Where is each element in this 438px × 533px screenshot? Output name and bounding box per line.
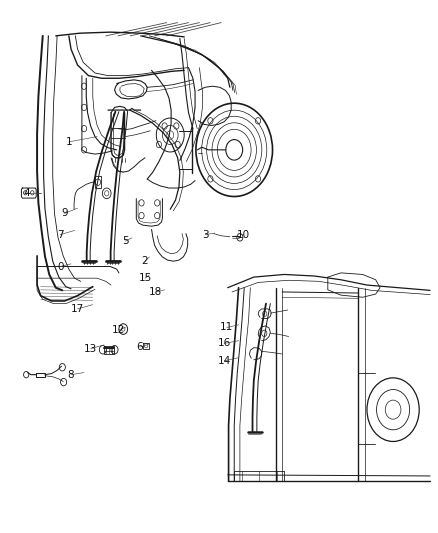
Text: 17: 17 [71,304,84,314]
Text: 5: 5 [122,236,129,246]
Text: 16: 16 [218,338,231,349]
Text: 1: 1 [66,137,72,147]
Text: 7: 7 [57,230,64,240]
Text: 3: 3 [202,230,208,240]
Text: 8: 8 [68,370,74,379]
Text: 10: 10 [237,230,250,240]
Text: 12: 12 [111,325,125,335]
Text: 9: 9 [61,208,68,219]
Text: 11: 11 [220,322,233,333]
Text: 13: 13 [84,344,97,354]
Text: 0: 0 [57,262,64,271]
Text: 4: 4 [23,188,30,198]
Text: 15: 15 [138,273,152,283]
Text: 6: 6 [137,342,143,352]
Text: 14: 14 [218,356,231,366]
Text: 2: 2 [142,256,148,266]
Text: 18: 18 [149,287,162,297]
